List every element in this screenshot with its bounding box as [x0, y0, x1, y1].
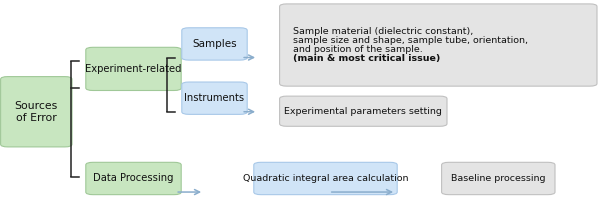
Text: Experiment-related: Experiment-related	[85, 64, 182, 74]
FancyBboxPatch shape	[182, 82, 247, 114]
Text: (main & most critical issue): (main & most critical issue)	[293, 54, 440, 63]
Text: Data Processing: Data Processing	[93, 173, 174, 184]
Text: and position of the sample.: and position of the sample.	[293, 45, 422, 54]
FancyBboxPatch shape	[182, 28, 247, 60]
Text: sample size and shape, sample tube, orientation,: sample size and shape, sample tube, orie…	[293, 36, 528, 45]
FancyBboxPatch shape	[86, 47, 181, 90]
FancyBboxPatch shape	[1, 77, 72, 147]
Text: Quadratic integral area calculation: Quadratic integral area calculation	[243, 174, 408, 183]
Text: Experimental parameters setting: Experimental parameters setting	[284, 107, 442, 116]
Text: Samples: Samples	[192, 39, 237, 49]
Text: Sample material (dielectric constant),: Sample material (dielectric constant),	[293, 27, 473, 36]
Text: Baseline processing: Baseline processing	[451, 174, 545, 183]
FancyBboxPatch shape	[280, 96, 447, 126]
Text: Instruments: Instruments	[184, 93, 245, 103]
FancyBboxPatch shape	[86, 162, 181, 195]
Text: Sources
of Error: Sources of Error	[14, 101, 58, 123]
FancyBboxPatch shape	[280, 4, 597, 86]
FancyBboxPatch shape	[254, 162, 397, 195]
FancyBboxPatch shape	[442, 162, 555, 195]
